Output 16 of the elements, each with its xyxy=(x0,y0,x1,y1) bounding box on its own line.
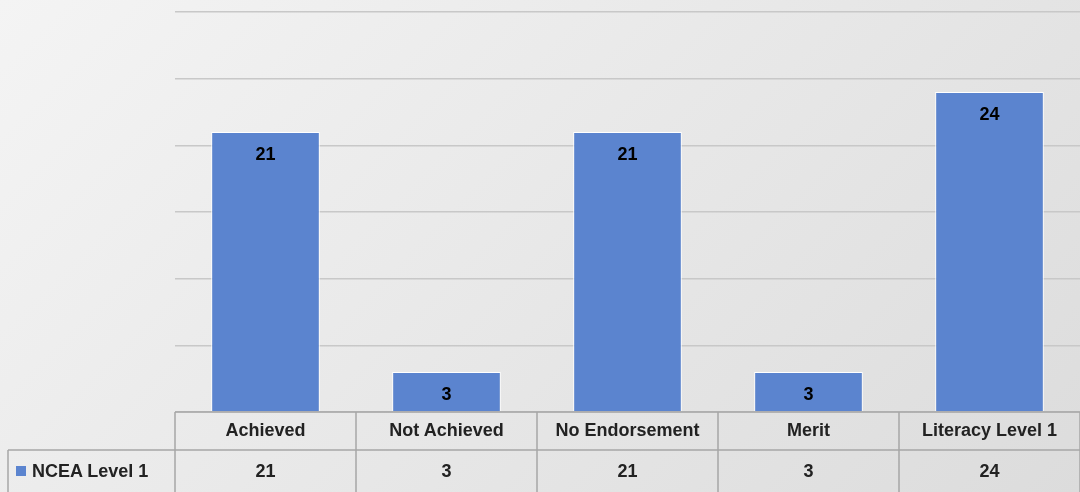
data-label: 3 xyxy=(441,460,452,481)
data-label: 3 xyxy=(803,460,814,481)
annotation: 21 xyxy=(617,143,638,164)
x-tick-label: Merit xyxy=(786,419,831,440)
annotation: 3 xyxy=(803,383,814,404)
annotation: 21 xyxy=(255,143,276,164)
annotation: 24 xyxy=(979,103,1000,124)
data-label: 21 xyxy=(255,460,276,481)
legend-label: NCEA Level 1 xyxy=(32,460,149,481)
x-tick-label: Literacy Level 1 xyxy=(921,419,1058,440)
x-tick-label: Achieved xyxy=(225,419,306,440)
x-tick-label: No Endorsement xyxy=(555,419,700,440)
x-tick-label: Not Achieved xyxy=(389,419,504,440)
annotation: 3 xyxy=(441,383,452,404)
data-label: 24 xyxy=(979,460,1000,481)
data-label: 21 xyxy=(617,460,638,481)
